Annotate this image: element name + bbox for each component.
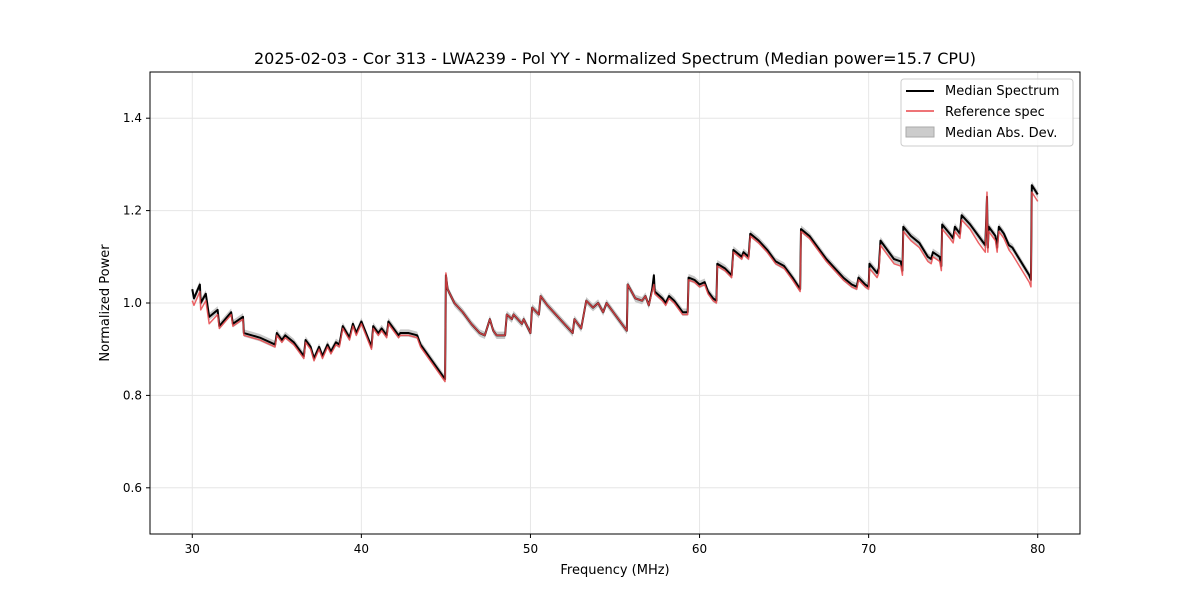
chart-title: 2025-02-03 - Cor 313 - LWA239 - Pol YY -… xyxy=(254,49,976,68)
x-tick-label: 50 xyxy=(523,542,538,556)
legend-label-mad: Median Abs. Dev. xyxy=(945,126,1057,141)
y-tick-label: 0.6 xyxy=(123,481,142,495)
series-lines xyxy=(191,184,1039,383)
y-tick-label: 1.2 xyxy=(123,204,142,218)
x-axis-ticks: 30 40 50 60 70 80 xyxy=(185,534,1045,556)
y-axis-label: Normalized Power xyxy=(98,244,113,362)
y-tick-label: 1.4 xyxy=(123,111,142,125)
x-tick-label: 80 xyxy=(1030,542,1045,556)
legend-label-reference: Reference spec xyxy=(945,105,1045,120)
legend-box xyxy=(900,78,1074,147)
legend: Median Spectrum Reference spec Median Ab… xyxy=(900,78,1074,147)
y-tick-label: 0.8 xyxy=(123,388,142,402)
legend-label-median: Median Spectrum xyxy=(945,84,1059,99)
x-tick-label: 30 xyxy=(185,542,200,556)
y-tick-label: 1.0 xyxy=(123,296,142,310)
y-axis-ticks: 0.6 0.8 1.0 1.2 1.4 xyxy=(123,111,150,495)
legend-swatch-mad xyxy=(905,126,935,138)
x-tick-label: 60 xyxy=(692,542,707,556)
reference-spec-line xyxy=(191,191,1039,383)
x-tick-label: 70 xyxy=(861,542,876,556)
x-axis-label: Frequency (MHz) xyxy=(560,563,669,578)
x-tick-label: 40 xyxy=(354,542,369,556)
